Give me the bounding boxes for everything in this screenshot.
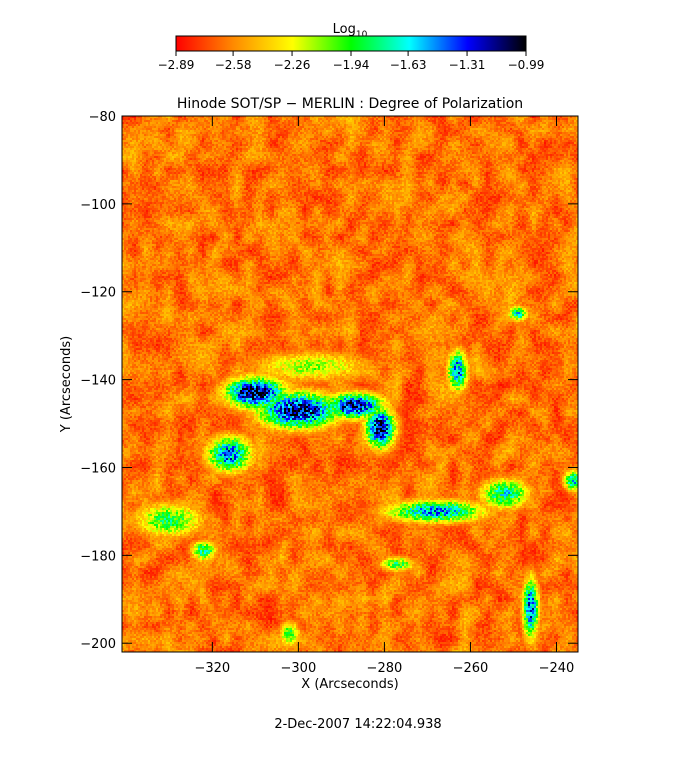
x-tick-label: −300 xyxy=(281,661,317,676)
colorbar-tick-label: −2.26 xyxy=(274,58,311,72)
colorbar-tick-label: −2.58 xyxy=(215,58,252,72)
y-tick-label: −180 xyxy=(80,549,116,564)
colorbar-title: Log10 xyxy=(333,22,368,40)
plot-frame xyxy=(121,115,579,653)
colorbar-tick-label: −1.63 xyxy=(390,58,427,72)
x-tick-label: −260 xyxy=(453,661,489,676)
y-tick-label: −80 xyxy=(89,110,116,125)
colorbar-tick-label: −2.89 xyxy=(158,58,195,72)
y-axis-label: Y (Arcseconds) xyxy=(59,336,74,433)
timestamp: 2-Dec-2007 14:22:04.938 xyxy=(274,717,441,732)
y-tick-label: −140 xyxy=(80,374,116,389)
x-tick-label: −240 xyxy=(539,661,575,676)
heatmap-image xyxy=(122,116,578,652)
colorbar-tick-label: −1.94 xyxy=(333,58,370,72)
plot-area: Hinode SOT/SP − MERLIN : Degree of Polar… xyxy=(59,96,579,692)
colorbar-title-subscript: 10 xyxy=(356,30,368,40)
y-tick-label: −200 xyxy=(80,637,116,652)
colorbar: Log10 −2.89 −2.58 −2.26 −1.94 −1.63 −1.31 −0.9… xyxy=(158,22,545,72)
y-tick-label: −120 xyxy=(80,286,116,301)
colorbar-tick-label: −0.99 xyxy=(508,58,545,72)
chart-title: Hinode SOT/SP − MERLIN : Degree of Polar… xyxy=(177,96,523,112)
y-tick-label: −100 xyxy=(80,198,116,213)
x-axis-label: X (Arcseconds) xyxy=(301,677,398,692)
x-tick-label: −320 xyxy=(194,661,230,676)
x-tick-label: −280 xyxy=(367,661,403,676)
colorbar-tick-label: −1.31 xyxy=(449,58,486,72)
y-tick-label: −160 xyxy=(80,461,116,476)
colorbar-gradient xyxy=(175,35,527,52)
